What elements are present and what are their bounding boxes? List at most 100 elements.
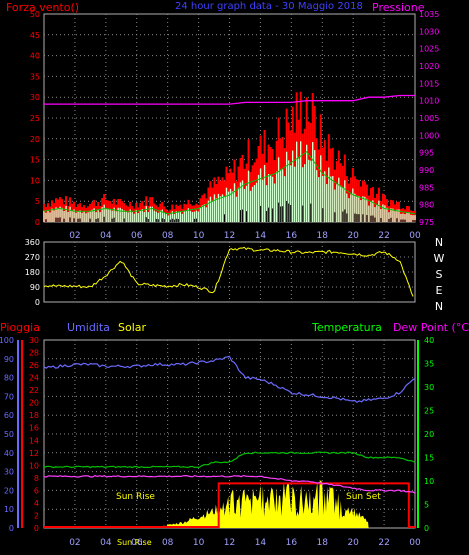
wind-left-axis: 0 5 10 15 20 25 30 35 40 45 50 [30, 10, 40, 227]
time-tick: 18 [317, 231, 329, 241]
wind-axis-tick: 45 [30, 31, 40, 40]
time-tick: 02 [69, 231, 80, 241]
direction-axis-tick: 180 [25, 268, 40, 277]
time-tick: 20 [347, 538, 359, 548]
pressure-axis-tick: 1030 [419, 27, 439, 36]
humidity-axis-tick: 100 [0, 336, 14, 345]
dewpoint-label: Dew Point (°C) [393, 321, 469, 334]
time-tick: 22 [378, 538, 389, 548]
solar-label: Solar [118, 321, 147, 334]
time-tick: 04 [100, 538, 112, 548]
rain-axis-tick: 0 [34, 524, 39, 533]
humidity-axis-tick: 70 [4, 392, 14, 401]
compass-letter: N [435, 300, 443, 313]
wind-axis-tick: 40 [30, 52, 40, 61]
pressure-title: Pressione [372, 1, 425, 14]
rain-label: Pioggia [0, 321, 40, 334]
humidity-axis-tick: 80 [4, 374, 14, 383]
time-tick: 22 [378, 231, 389, 241]
rain-axis-tick: 2 [34, 511, 39, 520]
direction-grid [44, 242, 415, 302]
wind-axis-tick: 30 [30, 93, 40, 102]
rain-axis-tick: 16 [29, 424, 39, 433]
chart-title: 24 hour graph data - 30 Maggio 2018 [175, 1, 363, 12]
rain-axis-tick: 4 [34, 499, 39, 508]
pressure-right-axis: 975 980 985 990 995 1000 1005 1010 1015 1020 1025 1… [419, 10, 439, 227]
temperature-label: Temperatura [311, 321, 382, 334]
time-tick: 12 [224, 538, 235, 548]
time-tick: 10 [193, 538, 205, 548]
rain-axis-tick: 20 [29, 399, 39, 408]
humidity-line [43, 355, 416, 404]
compass-letter: E [436, 284, 443, 297]
humidity-axis-tick: 50 [4, 430, 14, 439]
compass-letter: W [434, 252, 445, 265]
pressure-axis-tick: 1025 [419, 45, 439, 54]
rain-box [44, 482, 415, 528]
temperature-axis-tick: 20 [424, 430, 434, 439]
time-tick: 02 [69, 538, 80, 548]
solar-area [136, 479, 369, 528]
pressure-axis-tick: 995 [419, 149, 434, 158]
time-tick: 14 [255, 538, 267, 548]
humidity-axis-tick: 10 [4, 505, 14, 514]
direction-left-axis: 0 90 180 270 360 [25, 238, 40, 307]
rain-axis-tick: 14 [29, 436, 39, 445]
temperature-axis-tick: 35 [424, 360, 434, 369]
wind-axis-tick: 35 [30, 72, 40, 81]
pressure-axis-tick: 980 [419, 201, 434, 210]
rain-axis-tick: 22 [29, 386, 39, 395]
humidity-label: Umidita [67, 321, 110, 334]
rain-axis-tick: 24 [29, 374, 39, 383]
time-tick: 06 [131, 538, 143, 548]
time-tick: 12 [224, 231, 235, 241]
time-tick: 04 [100, 231, 112, 241]
sun-set-label: Sun Set [346, 492, 381, 502]
pressure-axis-tick: 1035 [419, 10, 439, 19]
direction-axis-tick: 90 [30, 283, 40, 292]
humidity-axis-tick: 40 [4, 449, 14, 458]
rain-axis-tick: 6 [34, 486, 39, 495]
pressure-axis-tick: 985 [419, 183, 434, 192]
time-tick: 08 [162, 538, 174, 548]
direction-line [43, 246, 414, 297]
wind-grid [44, 14, 415, 222]
pressure-axis-tick: 1010 [419, 97, 439, 106]
pressure-axis-tick: 1005 [419, 114, 439, 123]
time-tick: 14 [255, 231, 267, 241]
pressure-axis-tick: 1020 [419, 62, 439, 71]
sun-rise-label: Sun Rise [116, 492, 155, 502]
humidity-axis-tick: 90 [4, 355, 14, 364]
direction-axis-tick: 270 [25, 253, 40, 262]
dewpoint-line [43, 474, 416, 494]
sun-rise-time: Sun Rise [117, 538, 152, 547]
temperature-axis-tick: 30 [424, 383, 434, 392]
time-tick: 20 [347, 231, 359, 241]
rain-axis-tick: 8 [34, 474, 39, 483]
pressure-line [44, 94, 415, 105]
wind-avg-line [43, 151, 416, 215]
time-tick: 00 [409, 231, 421, 241]
rain-axis-tick: 30 [29, 336, 39, 345]
time-tick: 16 [286, 538, 298, 548]
wind-axis-tick: 15 [30, 156, 40, 165]
temperature-axis-tick: 15 [424, 454, 434, 463]
direction-axis-tick: 360 [25, 238, 40, 247]
temperature-axis-tick: 40 [424, 336, 434, 345]
temperature-axis-tick: 25 [424, 407, 434, 416]
temperature-axis-tick: 0 [424, 524, 429, 533]
wind-axis-tick: 0 [35, 218, 40, 227]
humidity-axis-tick: 30 [4, 468, 14, 477]
time-tick: 06 [131, 231, 143, 241]
wind-axis-tick: 5 [35, 197, 40, 206]
time-tick: 08 [162, 231, 174, 241]
compass-letter: N [435, 236, 443, 249]
time-tick: 10 [193, 231, 205, 241]
humidity-axis-tick: 60 [4, 411, 14, 420]
pressure-axis-tick: 1000 [419, 131, 439, 140]
wind-axis-tick: 50 [30, 10, 40, 19]
rain-axis-tick: 28 [29, 349, 39, 358]
